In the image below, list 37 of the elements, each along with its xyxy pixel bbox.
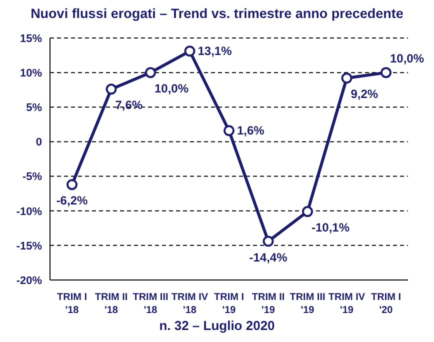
y-tick-label: 15% <box>20 32 42 45</box>
y-tick-label: 0 <box>36 136 42 149</box>
chart-title: Nuovi flussi erogati – Trend vs. trimestre anno precedente <box>30 6 404 21</box>
y-tick-label: -5% <box>22 171 42 184</box>
x-tick-label: TRIM I '20 <box>371 292 402 316</box>
x-tick-label: TRIM I '18 <box>57 292 88 316</box>
point <box>106 84 117 95</box>
point <box>262 236 274 247</box>
y-tick-label: 5% <box>26 102 42 114</box>
y-tick-label: -15% <box>16 240 42 252</box>
x-tick-label: TRIM II '19 <box>252 292 285 316</box>
point <box>184 46 196 57</box>
point <box>302 206 313 218</box>
data-label: -10,1% <box>312 220 350 235</box>
data-label: 10,0% <box>154 82 189 96</box>
y-tick-label: -20% <box>16 274 42 287</box>
point <box>145 67 156 78</box>
x-tick-label: TRIM I '19 <box>214 292 244 316</box>
x-tick-label: TRIM IV '18 <box>171 292 208 316</box>
point <box>224 125 234 136</box>
point <box>66 179 78 190</box>
data-label: 7,6% <box>115 98 143 112</box>
point <box>341 72 352 84</box>
data-label: -6,2% <box>56 194 88 208</box>
point <box>380 67 392 78</box>
data-label: -14,4% <box>249 250 288 264</box>
text: n. 32 – Luglio 2020 <box>158 318 276 333</box>
y-tick-label: 10% <box>20 67 42 80</box>
data-label: 10,0% <box>390 52 424 66</box>
data-label: 1,6% <box>237 124 265 138</box>
data-label: 9,2% <box>350 87 378 102</box>
x-tick-label: TRIM III '19 <box>290 292 326 316</box>
x-tick-label: TRIM III '18 <box>132 292 168 316</box>
x-tick-label: TRIM II '18 <box>94 292 128 316</box>
y-tick-label: -10% <box>16 206 42 218</box>
data-label: 13,1% <box>198 44 232 58</box>
x-tick-label: TRIM IV '19 <box>328 292 366 316</box>
